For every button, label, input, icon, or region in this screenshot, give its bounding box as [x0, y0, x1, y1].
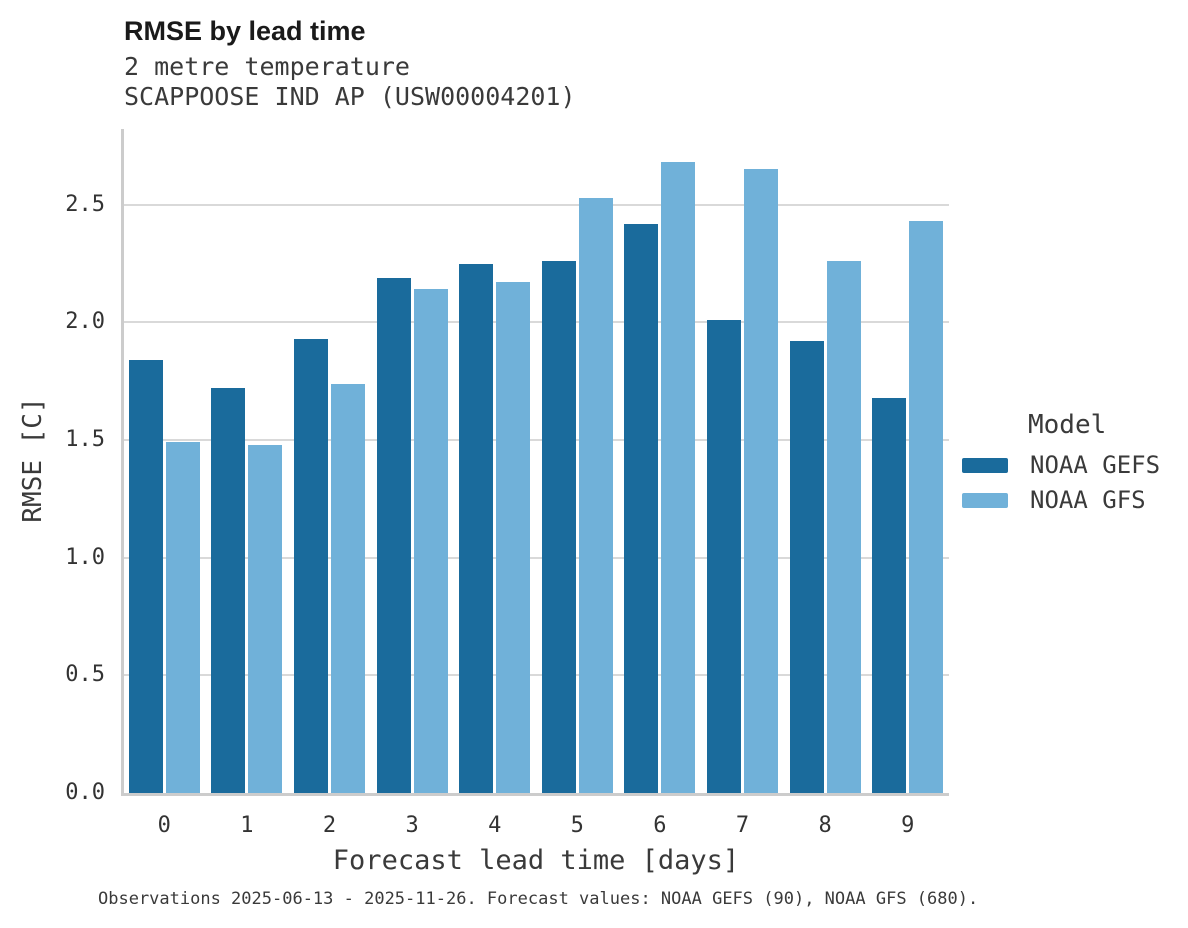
gridline-0.5 [123, 674, 949, 677]
bar-noaa-gfs-lead-4 [496, 282, 531, 793]
legend-item-gfs: NOAA GFS [962, 486, 1182, 514]
bar-noaa-gefs-lead-0 [128, 360, 163, 793]
bar-noaa-gefs-lead-7 [707, 320, 741, 793]
bar-noaa-gefs-lead-3 [376, 277, 411, 793]
gefs-color-swatch [962, 457, 1008, 473]
x-tick-5: 5 [570, 813, 584, 838]
x-tick-0: 0 [157, 813, 171, 838]
gridline-2.0 [123, 321, 949, 324]
gridline-2.5 [123, 203, 949, 206]
y-tick-2.5: 2.5 [65, 191, 105, 217]
y-tick-1.0: 1.0 [65, 544, 105, 570]
legend-label-gfs: NOAA GFS [1030, 486, 1146, 514]
y-tick-2.0: 2.0 [65, 309, 105, 335]
footer-note: Observations 2025-06-13 - 2025-11-26. Fo… [98, 889, 979, 909]
y-tick-1.5: 1.5 [65, 427, 105, 453]
legend-title: Model [1028, 410, 1107, 440]
legend-label-gefs: NOAA GEFS [1030, 451, 1161, 479]
bar-noaa-gfs-lead-9 [909, 221, 944, 793]
x-tick-8: 8 [818, 813, 832, 838]
y-axis-label: RMSE [C] [18, 397, 48, 523]
y-axis-spine [121, 129, 124, 796]
bar-noaa-gfs-lead-0 [165, 442, 200, 793]
x-tick-9: 9 [901, 813, 915, 838]
chart-subtitle-variable: 2 metre temperature [124, 52, 410, 81]
x-axis-label: Forecast lead time [days] [332, 845, 740, 876]
bar-noaa-gefs-lead-4 [459, 263, 494, 793]
bar-noaa-gfs-lead-6 [661, 162, 696, 793]
gfs-color-swatch [962, 492, 1008, 508]
bar-noaa-gefs-lead-6 [624, 223, 659, 793]
y-tick-0.0: 0.0 [65, 780, 105, 805]
bar-noaa-gefs-lead-8 [789, 341, 824, 793]
y-tick-0.5: 0.5 [65, 662, 105, 688]
gridline-1.5 [123, 439, 949, 442]
bar-noaa-gfs-lead-2 [331, 383, 365, 793]
x-tick-6: 6 [653, 813, 667, 838]
legend: Model NOAA GEFS NOAA GFS [962, 410, 1182, 522]
bar-noaa-gfs-lead-1 [248, 444, 283, 793]
x-tick-2: 2 [322, 813, 337, 838]
x-tick-1: 1 [240, 813, 254, 838]
bar-noaa-gefs-lead-1 [211, 388, 246, 793]
bar-noaa-gfs-lead-8 [826, 261, 861, 793]
bar-noaa-gefs-lead-5 [541, 261, 576, 793]
x-tick-3: 3 [405, 813, 419, 838]
bar-noaa-gfs-lead-5 [578, 197, 613, 793]
bar-noaa-gefs-lead-2 [294, 338, 328, 793]
bar-noaa-gfs-lead-3 [413, 289, 448, 793]
legend-item-gefs: NOAA GEFS [962, 451, 1182, 479]
x-axis-spine [121, 793, 949, 796]
x-tick-4: 4 [488, 813, 502, 838]
gridline-1.0 [123, 556, 949, 559]
bar-noaa-gefs-lead-9 [872, 397, 907, 793]
chart-title: RMSE by lead time [124, 16, 366, 46]
bar-noaa-gfs-lead-7 [744, 169, 778, 793]
x-tick-7: 7 [735, 813, 750, 838]
chart-subtitle-station: SCAPPOOSE IND AP (USW00004201) [124, 82, 576, 111]
